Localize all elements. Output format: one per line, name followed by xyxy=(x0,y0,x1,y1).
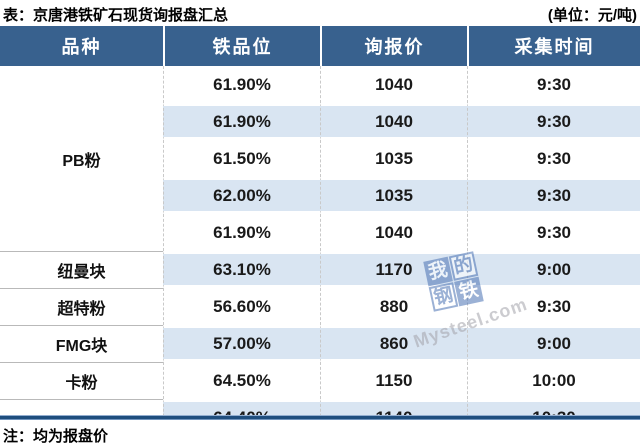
group-label-carajas-fines: 卡粉 xyxy=(0,362,163,399)
cell-grade: 57.00% xyxy=(163,325,320,362)
group-label-fmg-lump: FMG块 xyxy=(0,325,163,362)
cell-time: 9:00 xyxy=(467,251,640,288)
group-label-pb-fines: PB粉 xyxy=(0,66,163,251)
column-header-quoted-price: 询报价 xyxy=(320,26,467,66)
group-label-newman-lump: 纽曼块 xyxy=(0,251,163,288)
cell-grade: 56.60% xyxy=(163,288,320,325)
group-label-super-special: 超特粉 xyxy=(0,288,163,325)
cell-price: 1035 xyxy=(320,177,467,214)
group-label-clipped xyxy=(0,399,163,415)
cell-price: 860 xyxy=(320,325,467,362)
cell-grade: 61.90% xyxy=(163,66,320,103)
cell-time-clipped: 10:30 xyxy=(467,399,640,415)
column-header-variety: 品种 xyxy=(61,37,102,57)
cell-price-clipped: 1140 xyxy=(320,399,467,415)
footnote: 注：均为报盘价 xyxy=(3,428,109,445)
cell-grade: 62.00% xyxy=(163,177,320,214)
cell-time: 9:30 xyxy=(467,177,640,214)
table-title: 表：京唐港铁矿石现货询报盘汇总 xyxy=(3,6,229,24)
cell-price: 1040 xyxy=(320,66,467,103)
cell-price: 1040 xyxy=(320,103,467,140)
cell-price: 1035 xyxy=(320,140,467,177)
cell-price: 1150 xyxy=(320,362,467,399)
cell-grade: 61.90% xyxy=(163,214,320,251)
table-header-row: 品种 铁品位 询报价 采集时间 xyxy=(0,26,640,66)
cell-time: 9:00 xyxy=(467,325,640,362)
cell-grade: 63.10% xyxy=(163,251,320,288)
cell-price: 880 xyxy=(320,288,467,325)
title-bar: 表：京唐港铁矿石现货询报盘汇总 (单位：元/吨) xyxy=(0,0,640,26)
cell-time: 10:00 xyxy=(467,362,640,399)
cell-grade: 61.50% xyxy=(163,140,320,177)
cell-time: 9:30 xyxy=(467,140,640,177)
cell-time: 9:30 xyxy=(467,288,640,325)
column-header-collect-time: 采集时间 xyxy=(467,26,640,66)
cell-grade-clipped: 64.40% xyxy=(163,399,320,415)
cell-price: 1040 xyxy=(320,214,467,251)
cell-time: 9:30 xyxy=(467,66,640,103)
table-bottom-rule xyxy=(0,415,640,420)
cell-time: 9:30 xyxy=(467,103,640,140)
table-body: PB粉 纽曼块 超特粉 FMG块 卡粉 61.90% 1040 9:30 61.… xyxy=(0,66,640,415)
column-header-iron-grade: 铁品位 xyxy=(163,26,320,66)
cell-grade: 61.90% xyxy=(163,103,320,140)
cell-grade: 64.50% xyxy=(163,362,320,399)
cell-time: 9:30 xyxy=(467,214,640,251)
unit-label: (单位：元/吨) xyxy=(547,6,637,24)
cell-price: 1170 xyxy=(320,251,467,288)
